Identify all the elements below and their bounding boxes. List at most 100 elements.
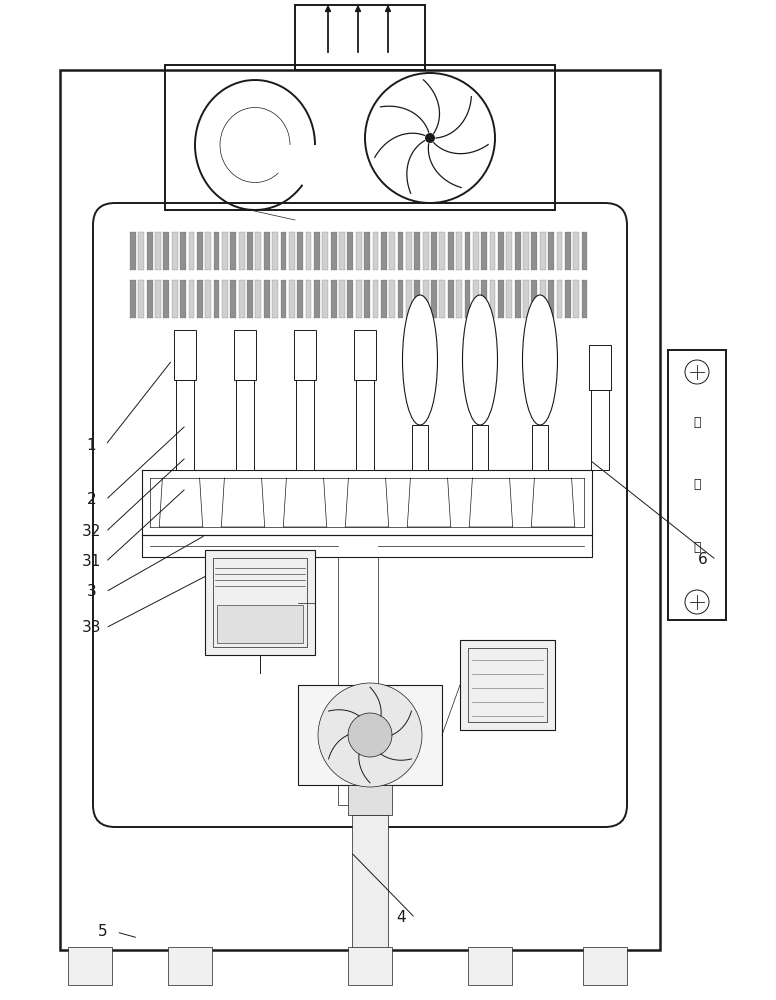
Bar	[498, 232, 504, 270]
Bar	[439, 232, 445, 270]
Bar	[412, 425, 428, 470]
Bar	[473, 232, 479, 270]
Circle shape	[425, 133, 435, 143]
Bar	[589, 345, 611, 390]
Bar	[507, 280, 512, 318]
Bar	[138, 280, 144, 318]
Text: 6: 6	[698, 552, 707, 568]
Bar	[532, 232, 537, 270]
Bar	[264, 280, 270, 318]
Bar	[465, 232, 470, 270]
Bar	[206, 280, 211, 318]
Bar	[348, 232, 353, 270]
Bar	[331, 232, 337, 270]
Bar	[272, 232, 278, 270]
Bar	[548, 232, 554, 270]
Bar	[348, 280, 353, 318]
Bar	[490, 232, 496, 270]
Bar	[582, 232, 587, 270]
Bar	[314, 232, 320, 270]
Bar	[439, 280, 445, 318]
Bar	[297, 280, 303, 318]
Bar	[460, 640, 555, 730]
Bar	[331, 280, 337, 318]
Bar	[164, 232, 169, 270]
Bar	[264, 232, 270, 270]
Bar	[130, 232, 136, 270]
Bar	[236, 380, 254, 470]
Bar	[171, 232, 178, 270]
Bar	[583, 947, 627, 985]
Bar	[397, 280, 404, 318]
Text: 器: 器	[693, 541, 701, 554]
Bar	[180, 232, 186, 270]
Bar	[289, 232, 295, 270]
Text: 控: 控	[693, 416, 701, 429]
Bar	[523, 232, 529, 270]
Bar	[556, 232, 563, 270]
Bar	[230, 232, 236, 270]
Text: 1: 1	[87, 438, 96, 452]
Bar	[289, 280, 295, 318]
Bar	[213, 280, 220, 318]
Bar	[532, 425, 548, 470]
Bar	[573, 280, 579, 318]
Bar	[294, 330, 316, 380]
Bar	[573, 232, 579, 270]
Bar	[295, 5, 425, 70]
Bar	[406, 232, 412, 270]
Bar	[272, 280, 278, 318]
Bar	[352, 815, 388, 950]
Bar	[174, 330, 196, 380]
Bar	[60, 70, 660, 950]
Text: 5: 5	[98, 924, 107, 940]
Bar	[364, 280, 370, 318]
Bar	[465, 280, 470, 318]
Bar	[338, 557, 378, 805]
Bar	[348, 785, 392, 815]
Text: 制: 制	[693, 479, 701, 491]
Bar	[314, 280, 320, 318]
Bar	[234, 330, 256, 380]
Bar	[372, 280, 379, 318]
Bar	[356, 232, 362, 270]
Bar	[168, 947, 212, 985]
Bar	[540, 232, 546, 270]
Bar	[281, 280, 286, 318]
Bar	[213, 232, 220, 270]
Ellipse shape	[462, 295, 497, 425]
Bar	[255, 280, 262, 318]
Bar	[372, 232, 379, 270]
Bar	[247, 232, 253, 270]
Bar	[423, 280, 428, 318]
Ellipse shape	[403, 295, 438, 425]
Bar	[306, 280, 311, 318]
Text: 32: 32	[82, 524, 101, 540]
Bar	[456, 280, 462, 318]
Bar	[481, 232, 487, 270]
Bar	[339, 280, 345, 318]
Bar	[490, 280, 496, 318]
Bar	[197, 232, 203, 270]
Bar	[473, 280, 479, 318]
Bar	[381, 232, 386, 270]
Bar	[591, 390, 609, 470]
Bar	[180, 280, 186, 318]
Bar	[364, 232, 370, 270]
Bar	[322, 280, 328, 318]
Bar	[155, 280, 161, 318]
Bar	[414, 232, 421, 270]
Bar	[431, 232, 437, 270]
Bar	[565, 280, 571, 318]
Bar	[247, 280, 253, 318]
Bar	[155, 232, 161, 270]
Bar	[197, 280, 203, 318]
Bar	[189, 232, 195, 270]
Bar	[213, 558, 307, 647]
Bar	[217, 605, 303, 643]
Bar	[147, 280, 153, 318]
Bar	[205, 550, 315, 655]
Bar	[296, 380, 314, 470]
Bar	[322, 232, 328, 270]
Bar	[206, 232, 211, 270]
